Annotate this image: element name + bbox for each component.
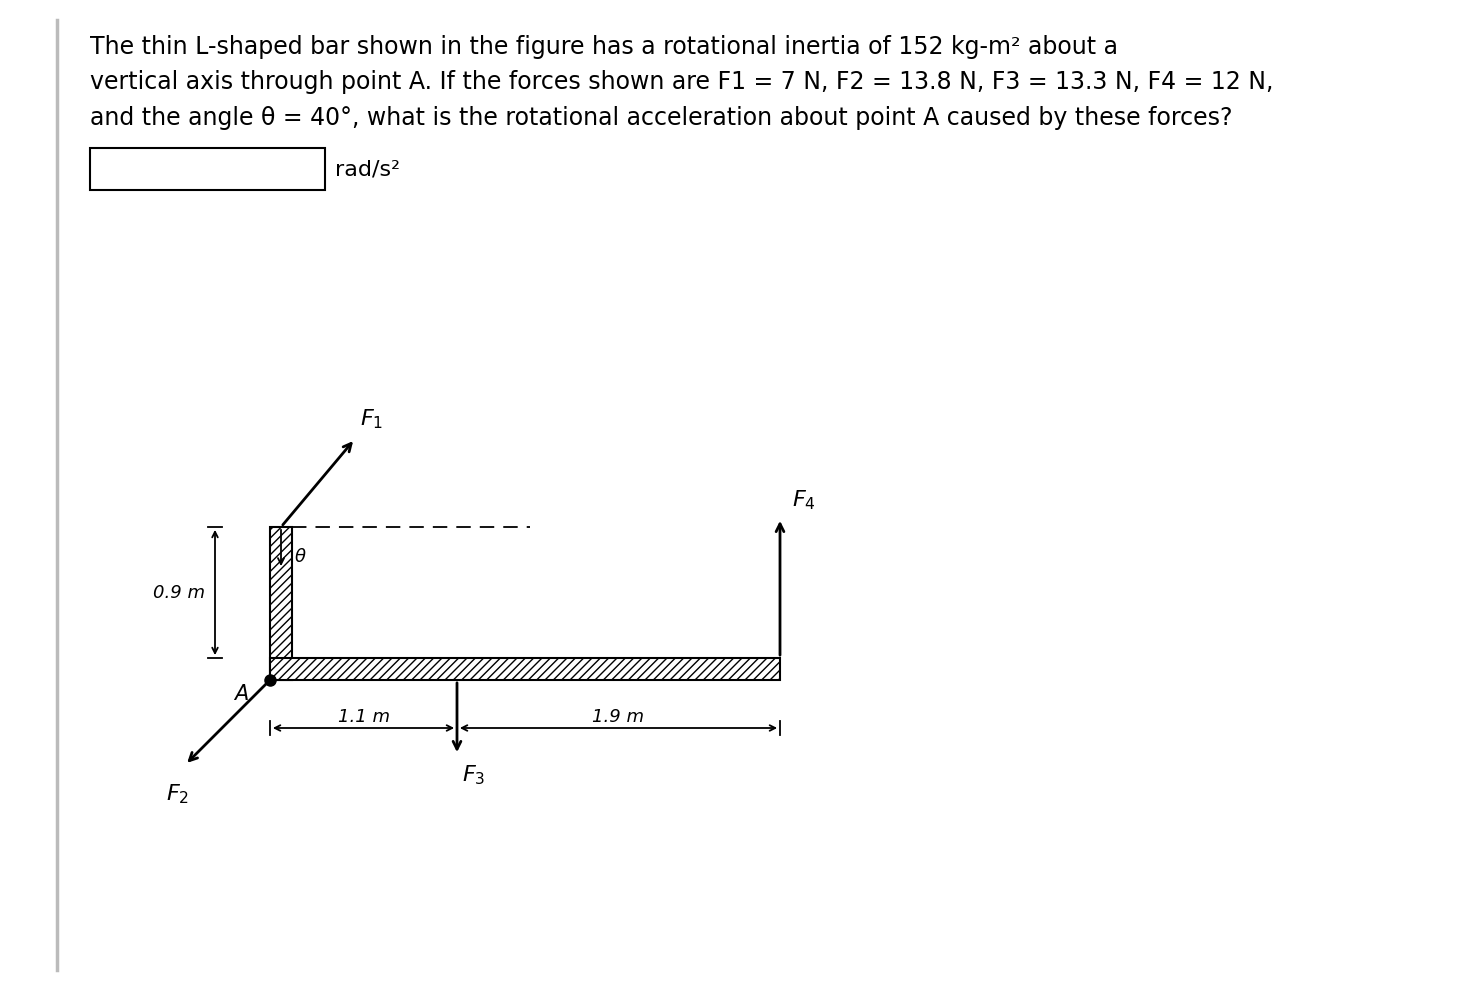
Text: $F_2$: $F_2$ <box>165 782 189 806</box>
Text: θ: θ <box>295 548 306 566</box>
Bar <box>90 148 326 190</box>
Bar <box>270 658 781 680</box>
Text: rad/s²: rad/s² <box>334 159 401 179</box>
Text: $F_1$: $F_1$ <box>359 407 383 431</box>
Text: The thin L-shaped bar shown in the figure has a rotational inertia of 152 kg-m² : The thin L-shaped bar shown in the figur… <box>90 35 1273 130</box>
Text: 1.1 m: 1.1 m <box>337 708 389 726</box>
Text: A: A <box>234 684 247 704</box>
Text: 1.9 m: 1.9 m <box>592 708 645 726</box>
Bar <box>270 527 292 680</box>
Text: 0.9 m: 0.9 m <box>153 584 205 602</box>
Text: $F_3$: $F_3$ <box>463 763 485 786</box>
Text: $F_4$: $F_4$ <box>792 488 816 512</box>
